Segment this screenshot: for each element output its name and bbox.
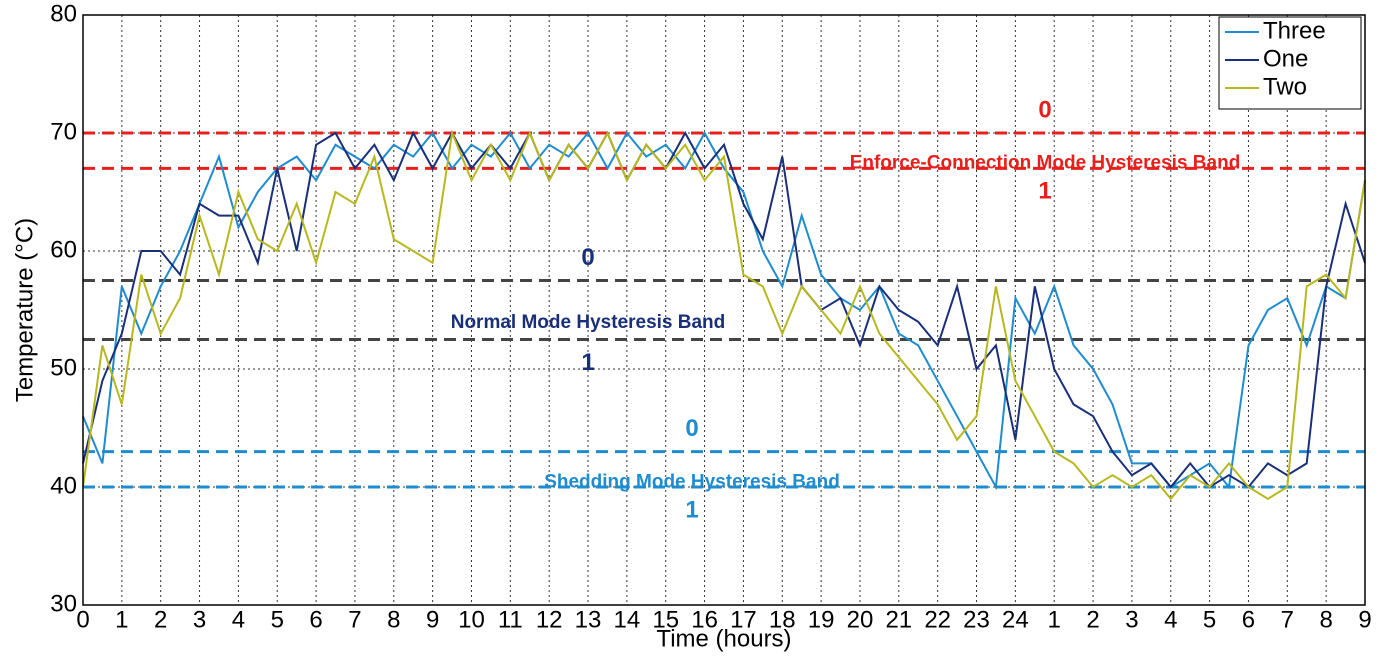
legend-label: Two (1263, 73, 1307, 100)
y-tick-label: 40 (50, 472, 77, 499)
y-tick-label: 50 (50, 354, 77, 381)
x-tick-label: 14 (614, 606, 641, 633)
x-tick-label: 10 (458, 606, 485, 633)
x-tick-label: 24 (1002, 606, 1029, 633)
x-tick-label: 23 (963, 606, 990, 633)
x-tick-label: 13 (575, 606, 602, 633)
y-tick-label: 30 (50, 590, 77, 617)
band-upper-label: 0 (685, 415, 698, 442)
band-name: Shedding Mode Hysteresis Band (544, 471, 840, 492)
band-lower-label: 1 (581, 349, 594, 376)
x-tick-label: 6 (1242, 606, 1255, 633)
x-tick-label: 17 (730, 606, 757, 633)
x-tick-label: 2 (1086, 606, 1099, 633)
x-tick-label: 8 (387, 606, 400, 633)
y-tick-label: 60 (50, 236, 77, 263)
band-name: Normal Mode Hysteresis Band (451, 312, 726, 333)
x-tick-label: 12 (536, 606, 563, 633)
plot-frame (82, 14, 1366, 606)
x-tick-label: 1 (115, 606, 128, 633)
x-tick-label: 9 (1358, 606, 1371, 633)
x-tick-label: 20 (847, 606, 874, 633)
x-tick-label: 3 (193, 606, 206, 633)
x-tick-label: 0 (76, 606, 89, 633)
x-tick-label: 6 (309, 606, 322, 633)
x-tick-label: 2 (154, 606, 167, 633)
series-line (82, 129, 1366, 501)
legend-label: Three (1263, 17, 1326, 44)
x-tick-label: 7 (1281, 606, 1294, 633)
y-tick-label: 80 (50, 0, 77, 27)
x-tick-label: 21 (885, 606, 912, 633)
x-tick-label: 18 (769, 606, 796, 633)
x-tick-label: 15 (652, 606, 679, 633)
x-tick-label: 1 (1048, 606, 1061, 633)
plot-area (83, 15, 1365, 605)
x-tick-label: 9 (426, 606, 439, 633)
x-tick-label: 4 (1164, 606, 1177, 633)
x-tick-label: 3 (1125, 606, 1138, 633)
x-tick-label: 4 (232, 606, 245, 633)
band-upper-label: 0 (581, 244, 594, 271)
x-tick-label: 11 (498, 606, 523, 633)
series-line (82, 130, 1366, 489)
x-tick-label: 5 (271, 606, 284, 633)
band-lower-label: 1 (685, 496, 698, 523)
x-tick-label: 5 (1203, 606, 1216, 633)
band-lower-label: 1 (1038, 178, 1051, 205)
legend-label: One (1263, 45, 1308, 72)
y-axis-label: Temperature (°C) (11, 218, 38, 402)
x-tick-label: 19 (808, 606, 835, 633)
band-upper-label: 0 (1038, 96, 1051, 123)
y-tick-label: 70 (50, 118, 77, 145)
x-tick-label: 8 (1319, 606, 1332, 633)
x-tick-label: 22 (924, 606, 951, 633)
x-tick-label: 16 (691, 606, 718, 633)
band-name: Enforce-Connection Mode Hysteresis Band (850, 153, 1241, 174)
x-tick-label: 7 (348, 606, 361, 633)
x-axis-label: Time (hours) (656, 625, 791, 652)
